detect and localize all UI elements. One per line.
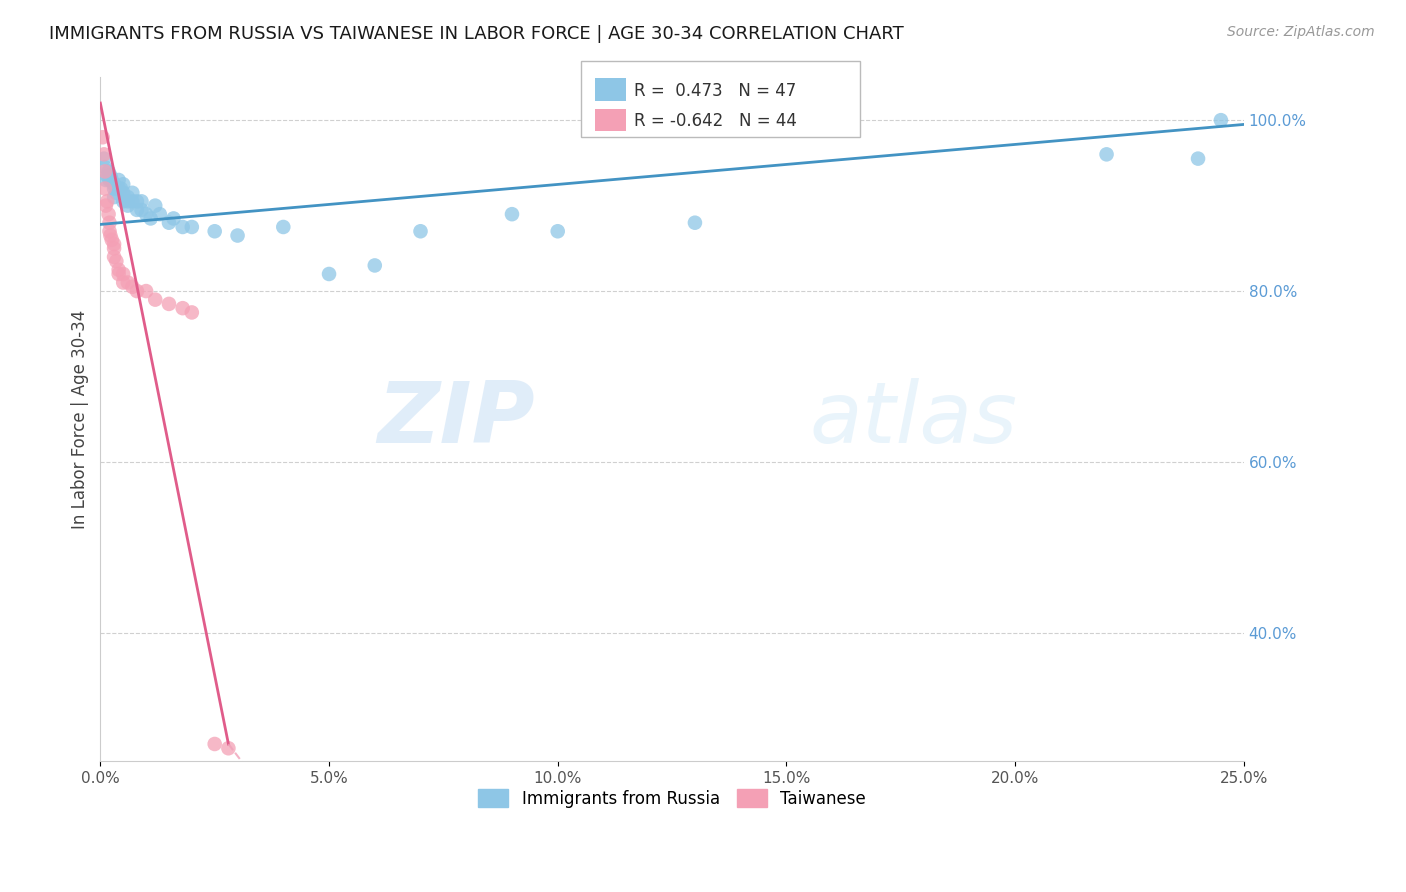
Point (98, 224, 121, 238)
Point (204, 224, 226, 238)
Point (318, 267, 340, 281)
Point (93, 152, 115, 166)
Point (117, 194, 139, 209)
Point (96, 194, 118, 209)
Point (96, 169, 118, 183)
Point (110, 181, 132, 195)
Point (98, 173, 121, 187)
Y-axis label: In Labor Force | Age 30-34: In Labor Force | Age 30-34 (72, 310, 89, 529)
Point (1095, 147, 1118, 161)
Point (180, 305, 202, 319)
Point (103, 237, 125, 252)
Text: Source: ZipAtlas.com: Source: ZipAtlas.com (1227, 25, 1375, 39)
Point (103, 181, 125, 195)
Legend: Immigrants from Russia, Taiwanese: Immigrants from Russia, Taiwanese (472, 783, 872, 814)
Point (112, 186, 135, 200)
Point (131, 194, 153, 209)
Point (125, 284, 148, 298)
Point (157, 297, 180, 311)
Point (547, 224, 569, 238)
Text: ZIP: ZIP (377, 377, 534, 461)
Point (94, 181, 117, 195)
Point (103, 250, 125, 264)
Point (162, 211, 184, 226)
Point (107, 173, 129, 187)
Point (98, 216, 121, 230)
Point (112, 194, 135, 209)
Point (107, 267, 129, 281)
Point (121, 194, 143, 209)
Point (112, 276, 135, 290)
Point (101, 233, 124, 247)
Point (107, 181, 129, 195)
Point (172, 301, 194, 315)
Point (91, 130, 114, 145)
Point (112, 178, 135, 192)
Point (121, 186, 143, 200)
Point (409, 224, 432, 238)
Text: R =  0.473   N = 47: R = 0.473 N = 47 (634, 82, 796, 100)
Point (139, 211, 162, 226)
Point (94, 199, 117, 213)
Point (135, 284, 157, 298)
Point (93, 147, 115, 161)
Point (364, 259, 387, 273)
Point (217, 741, 239, 756)
Point (103, 241, 125, 255)
Point (1187, 152, 1209, 166)
Point (180, 219, 202, 234)
Point (135, 207, 157, 221)
Point (100, 228, 122, 243)
Point (1209, 113, 1232, 128)
Point (149, 207, 172, 221)
Point (105, 186, 128, 200)
Point (117, 190, 139, 204)
Point (271, 219, 294, 234)
Point (121, 280, 143, 294)
Point (117, 199, 139, 213)
Point (94, 164, 117, 178)
Point (107, 262, 129, 277)
Point (97, 164, 120, 178)
Text: atlas: atlas (810, 377, 1018, 461)
Text: R = -0.642   N = 44: R = -0.642 N = 44 (634, 112, 797, 130)
Point (683, 216, 706, 230)
Point (94, 173, 117, 187)
Point (131, 202, 153, 217)
Point (112, 267, 135, 281)
Point (172, 219, 194, 234)
Point (105, 254, 128, 268)
Point (501, 207, 523, 221)
Point (103, 190, 125, 204)
Point (204, 737, 226, 751)
Text: IMMIGRANTS FROM RUSSIA VS TAIWANESE IN LABOR FORCE | AGE 30-34 CORRELATION CHART: IMMIGRANTS FROM RUSSIA VS TAIWANESE IN L… (49, 25, 904, 43)
Point (143, 199, 166, 213)
Point (226, 228, 249, 243)
Point (97, 207, 120, 221)
Point (103, 178, 125, 192)
Point (100, 169, 122, 183)
Point (101, 173, 124, 187)
Point (125, 202, 148, 217)
Point (157, 216, 180, 230)
Point (94, 160, 117, 174)
Point (117, 276, 139, 290)
Point (143, 293, 166, 307)
Point (125, 194, 148, 209)
